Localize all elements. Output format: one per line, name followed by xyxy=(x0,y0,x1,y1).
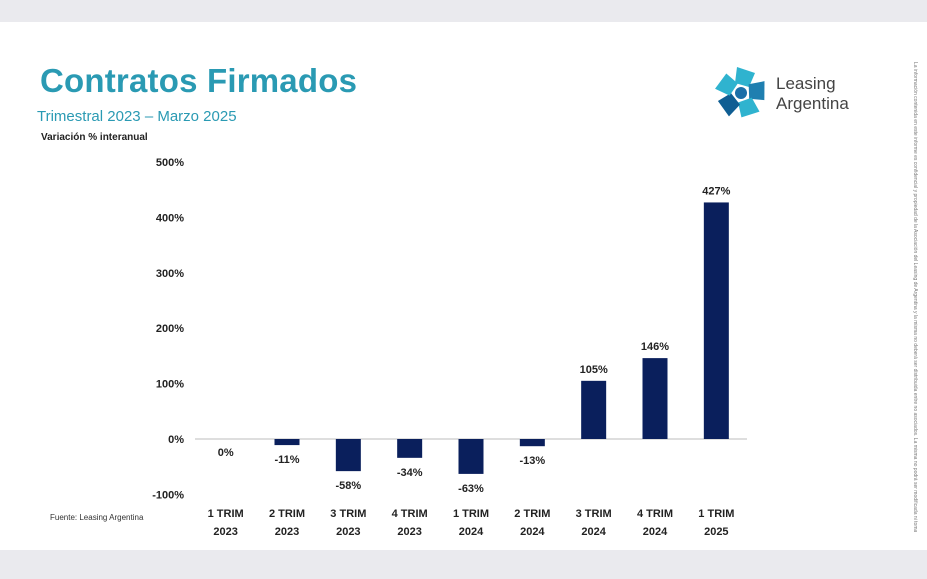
x-tick-label: 4 TRIM xyxy=(637,508,673,520)
x-tick-label: 1 TRIM xyxy=(453,508,489,520)
disclaimer-side-note: La información contenida en este informe… xyxy=(912,62,918,532)
source-note: Fuente: Leasing Argentina xyxy=(50,513,144,522)
bar-chart: -100% 0% 100% 200% 300% 400% 500% 0% 1 TRIM 2023 -… xyxy=(152,157,747,538)
logo-text: Leasing Argentina xyxy=(776,74,849,114)
slide: Contratos Firmados Trimestral 2023 – Mar… xyxy=(0,22,927,550)
x-tick-label: 3 TRIM xyxy=(330,508,366,520)
x-tick-label: 4 TRIM xyxy=(392,508,428,520)
x-tick-label: 1 TRIM xyxy=(208,508,244,520)
bar xyxy=(274,439,300,446)
bar xyxy=(703,202,729,439)
y-tick-label: 400% xyxy=(156,212,184,224)
x-tick-label-year: 2024 xyxy=(520,526,545,538)
data-label: -58% xyxy=(335,480,361,492)
x-tick-label-year: 2024 xyxy=(581,526,606,538)
data-label: 105% xyxy=(580,364,608,376)
leasing-argentina-star-logo-icon xyxy=(715,67,765,118)
y-axis-label: Variación % interanual xyxy=(41,132,148,143)
x-tick-label-year: 2024 xyxy=(643,526,668,538)
logo-line-1: Leasing xyxy=(776,74,836,93)
data-label: 0% xyxy=(218,447,234,459)
data-label: -11% xyxy=(274,454,299,466)
data-label: 146% xyxy=(641,341,669,353)
bar xyxy=(335,439,361,472)
x-tick-label-year: 2023 xyxy=(397,526,421,538)
x-tick-label: 2 TRIM xyxy=(514,508,550,520)
bar xyxy=(581,380,607,439)
bar xyxy=(397,439,423,458)
chart-title: Contratos Firmados xyxy=(40,62,358,99)
x-tick-label-year: 2023 xyxy=(336,526,360,538)
y-tick-label: 100% xyxy=(156,379,184,391)
data-label: -63% xyxy=(458,483,484,495)
x-tick-label-year: 2023 xyxy=(213,526,237,538)
data-label: 427% xyxy=(702,185,730,197)
bar xyxy=(642,358,668,439)
chart-subtitle: Trimestral 2023 – Marzo 2025 xyxy=(37,108,237,125)
bar xyxy=(458,439,484,474)
x-tick-label-year: 2024 xyxy=(459,526,484,538)
x-tick-label-year: 2025 xyxy=(704,526,728,538)
data-label: -34% xyxy=(397,467,423,479)
x-tick-label-year: 2023 xyxy=(275,526,299,538)
x-tick-label: 3 TRIM xyxy=(576,508,612,520)
x-tick-label: 2 TRIM xyxy=(269,508,305,520)
logo-line-2: Argentina xyxy=(776,94,849,113)
data-label: -13% xyxy=(519,455,545,467)
y-tick-label: -100% xyxy=(152,489,184,501)
y-tick-label: 300% xyxy=(156,268,184,280)
y-tick-label: 200% xyxy=(156,323,184,335)
bar xyxy=(519,439,545,447)
x-tick-label: 1 TRIM xyxy=(698,508,734,520)
y-tick-label: 500% xyxy=(156,157,184,169)
y-tick-label: 0% xyxy=(168,434,184,446)
leasing-argentina-logo: Leasing Argentina xyxy=(712,64,872,124)
